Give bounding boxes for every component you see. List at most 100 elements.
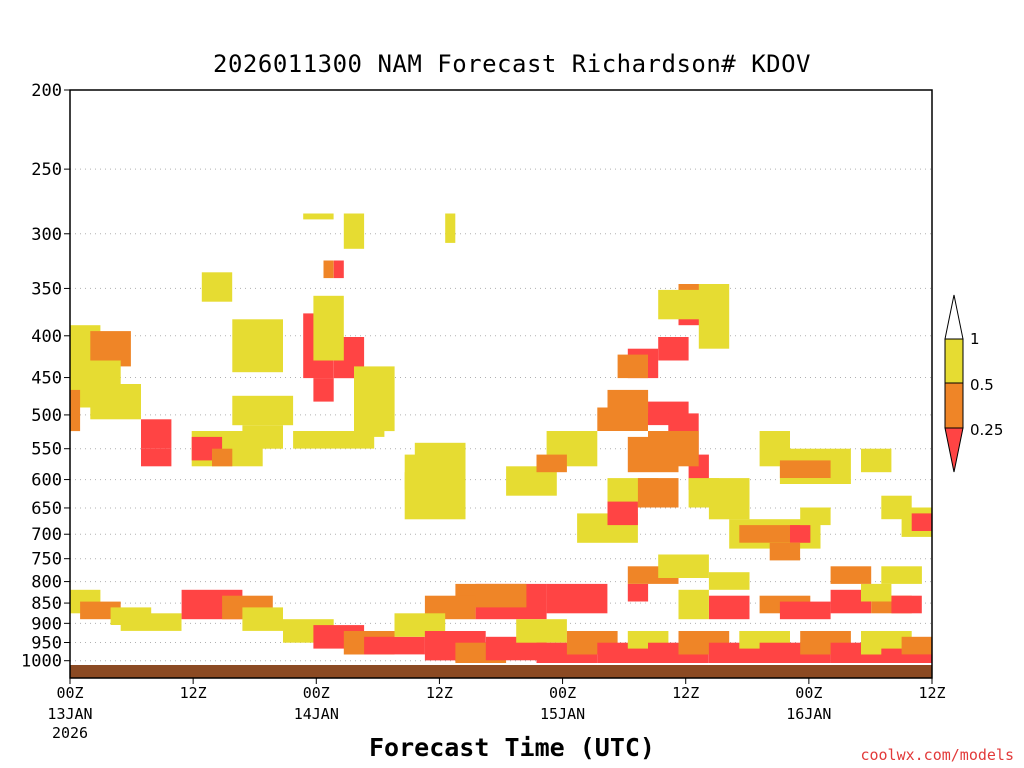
x-tick-label: 00Z bbox=[56, 684, 83, 702]
y-tick-label: 1000 bbox=[21, 652, 62, 672]
x-tick-date-label: 15JAN bbox=[540, 705, 585, 723]
x-tick-date-label: 14JAN bbox=[294, 705, 339, 723]
heatmap-cell bbox=[546, 583, 608, 614]
y-tick-label: 850 bbox=[31, 594, 62, 614]
legend-top-arrow bbox=[944, 294, 964, 340]
heatmap-cell bbox=[861, 583, 892, 602]
heatmap-cell bbox=[891, 595, 922, 614]
heatmap-cell bbox=[769, 542, 801, 561]
x-tick-date-label: 13JAN bbox=[47, 705, 92, 723]
heatmap-cell bbox=[333, 260, 344, 279]
heatmap-cell bbox=[708, 595, 750, 620]
heatmap-cell bbox=[313, 378, 334, 402]
heatmap-cell bbox=[343, 213, 365, 249]
legend-yellow-bin bbox=[944, 338, 964, 384]
heatmap-cell bbox=[597, 407, 648, 431]
heatmap-cell bbox=[830, 566, 872, 584]
heatmap-cell bbox=[790, 525, 811, 543]
heatmap-cell bbox=[911, 513, 932, 531]
heatmap-cells bbox=[70, 213, 932, 667]
heatmap-cell bbox=[779, 460, 831, 478]
heatmap-cell bbox=[414, 442, 466, 467]
x-tick-label: 00Z bbox=[549, 684, 576, 702]
heatmap-cell bbox=[120, 613, 182, 631]
heatmap-cell bbox=[901, 636, 932, 655]
y-tick-label: 550 bbox=[31, 440, 62, 460]
heatmap-cell bbox=[678, 589, 709, 620]
plot-background bbox=[70, 90, 932, 678]
legend-label: 0.25 bbox=[970, 421, 1003, 439]
legend-orange-bin bbox=[944, 382, 964, 429]
x-tick-date-label: 16JAN bbox=[786, 705, 831, 723]
x-tick-label: 00Z bbox=[303, 684, 330, 702]
heatmap-cell bbox=[698, 284, 730, 349]
heatmap-cell bbox=[313, 295, 344, 361]
x-tick-label: 12Z bbox=[918, 684, 945, 702]
x-tick-year-label: 2026 bbox=[52, 724, 88, 742]
x-tick-label: 00Z bbox=[795, 684, 822, 702]
heatmap-cell bbox=[90, 384, 141, 420]
heatmap-cell bbox=[201, 272, 233, 302]
legend-red-arrow bbox=[944, 427, 964, 473]
y-axis: 200 250 300 350 400 450 500 550 600 650 700 750 8008… bbox=[21, 81, 70, 672]
heatmap-cell bbox=[658, 554, 709, 578]
heatmap-cell bbox=[708, 572, 750, 590]
heatmap-cell bbox=[354, 407, 385, 437]
heatmap-cell bbox=[212, 448, 233, 467]
heatmap-cell bbox=[242, 425, 283, 449]
heatmap-cell bbox=[536, 454, 567, 473]
heatmap-cell bbox=[70, 389, 81, 432]
heatmap-cell bbox=[881, 566, 922, 584]
heatmap-cell bbox=[800, 507, 831, 526]
credit-link[interactable]: coolwx.com/models bbox=[860, 746, 1014, 764]
y-tick-label: 450 bbox=[31, 369, 62, 389]
heatmap-cell bbox=[404, 472, 456, 490]
colorbar-legend: 1 0.5 0.25 bbox=[944, 294, 1003, 473]
y-tick-label: 700 bbox=[31, 525, 62, 545]
heatmap-cell bbox=[627, 583, 649, 602]
heatmap-cell bbox=[141, 419, 172, 449]
y-tick-label: 500 bbox=[31, 406, 62, 426]
heatmap-cell bbox=[364, 636, 425, 655]
heatmap-cell bbox=[323, 260, 334, 279]
x-tick-label: 12Z bbox=[672, 684, 699, 702]
y-tick-label: 300 bbox=[31, 225, 62, 245]
y-tick-label: 800 bbox=[31, 573, 62, 593]
heatmap-cell bbox=[516, 619, 567, 643]
heatmap-cell bbox=[637, 478, 679, 508]
y-tick-label: 900 bbox=[31, 614, 62, 634]
legend-label: 1 bbox=[970, 330, 980, 348]
y-tick-label: 400 bbox=[31, 327, 62, 347]
ground-layer bbox=[70, 663, 932, 678]
plot-frame bbox=[69, 89, 933, 679]
heatmap-cell bbox=[445, 213, 456, 243]
heatmap-cell bbox=[861, 448, 892, 473]
heatmap-cell bbox=[688, 478, 719, 508]
heatmap-cell bbox=[232, 319, 283, 373]
heatmap-cell bbox=[617, 354, 648, 379]
y-tick-label: 600 bbox=[31, 471, 62, 491]
surface-ground bbox=[70, 665, 932, 678]
heatmap-cell bbox=[394, 613, 446, 637]
heatmap-cell bbox=[607, 501, 638, 526]
y-tick-label: 200 bbox=[31, 81, 62, 101]
heatmap-cell bbox=[141, 448, 172, 467]
heatmap-cell bbox=[232, 395, 294, 426]
x-tick-label: 12Z bbox=[180, 684, 207, 702]
x-axis-title: Forecast Time (UTC) bbox=[369, 733, 655, 762]
heatmap-cell bbox=[303, 213, 334, 220]
heatmap-cell bbox=[627, 436, 679, 473]
y-tick-label: 750 bbox=[31, 550, 62, 570]
y-tick-label: 950 bbox=[31, 634, 62, 654]
legend-label: 0.5 bbox=[970, 376, 994, 394]
y-tick-label: 250 bbox=[31, 160, 62, 180]
heatmap-cell bbox=[80, 601, 121, 620]
heatmap-cell bbox=[658, 337, 689, 361]
heatmap-cell bbox=[293, 431, 375, 449]
y-tick-label: 350 bbox=[31, 279, 62, 299]
chart-title: 2026011300 NAM Forecast Richardson# KDOV bbox=[213, 50, 811, 78]
heatmap-cell bbox=[779, 601, 831, 620]
y-tick-label: 650 bbox=[31, 499, 62, 519]
